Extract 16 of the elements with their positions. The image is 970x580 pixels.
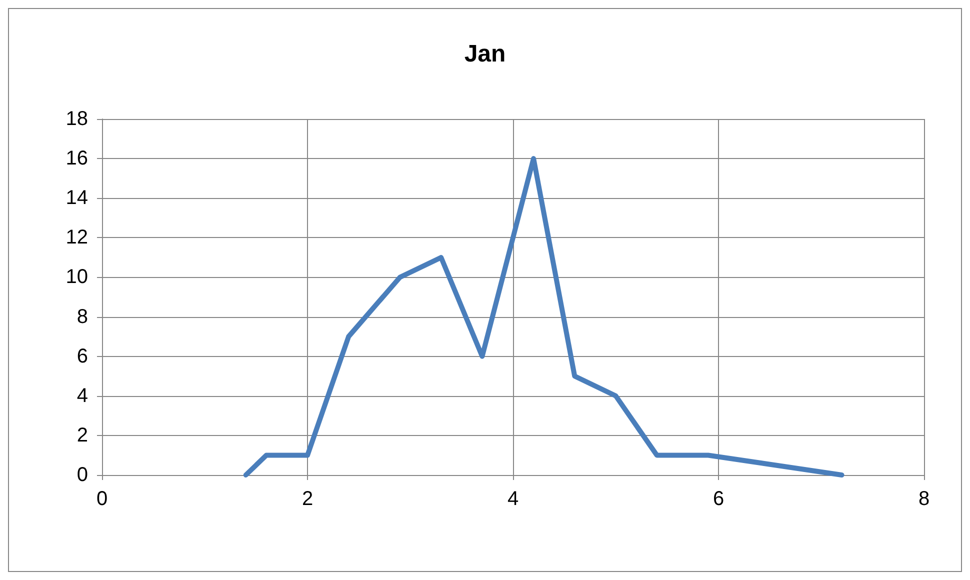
chart-title: Jan: [464, 40, 506, 68]
y-tick-label: 2: [76, 424, 88, 446]
y-tick-label: 8: [76, 306, 88, 328]
x-tick-label: 4: [507, 488, 519, 510]
y-tick-label: 0: [76, 464, 88, 486]
y-tick-label: 16: [66, 148, 88, 170]
y-tick-label: 18: [66, 108, 88, 130]
y-tick-label: 12: [66, 226, 88, 249]
x-tick-label: 2: [302, 488, 314, 510]
y-tick-label: 4: [76, 384, 88, 407]
y-tick-label: 10: [66, 266, 88, 288]
x-tick-label: 6: [712, 488, 724, 510]
y-tick-label: 6: [76, 345, 88, 368]
x-tick-label: 0: [96, 488, 108, 510]
x-tick-label: 8: [918, 488, 930, 510]
y-tick-label: 14: [66, 187, 88, 210]
